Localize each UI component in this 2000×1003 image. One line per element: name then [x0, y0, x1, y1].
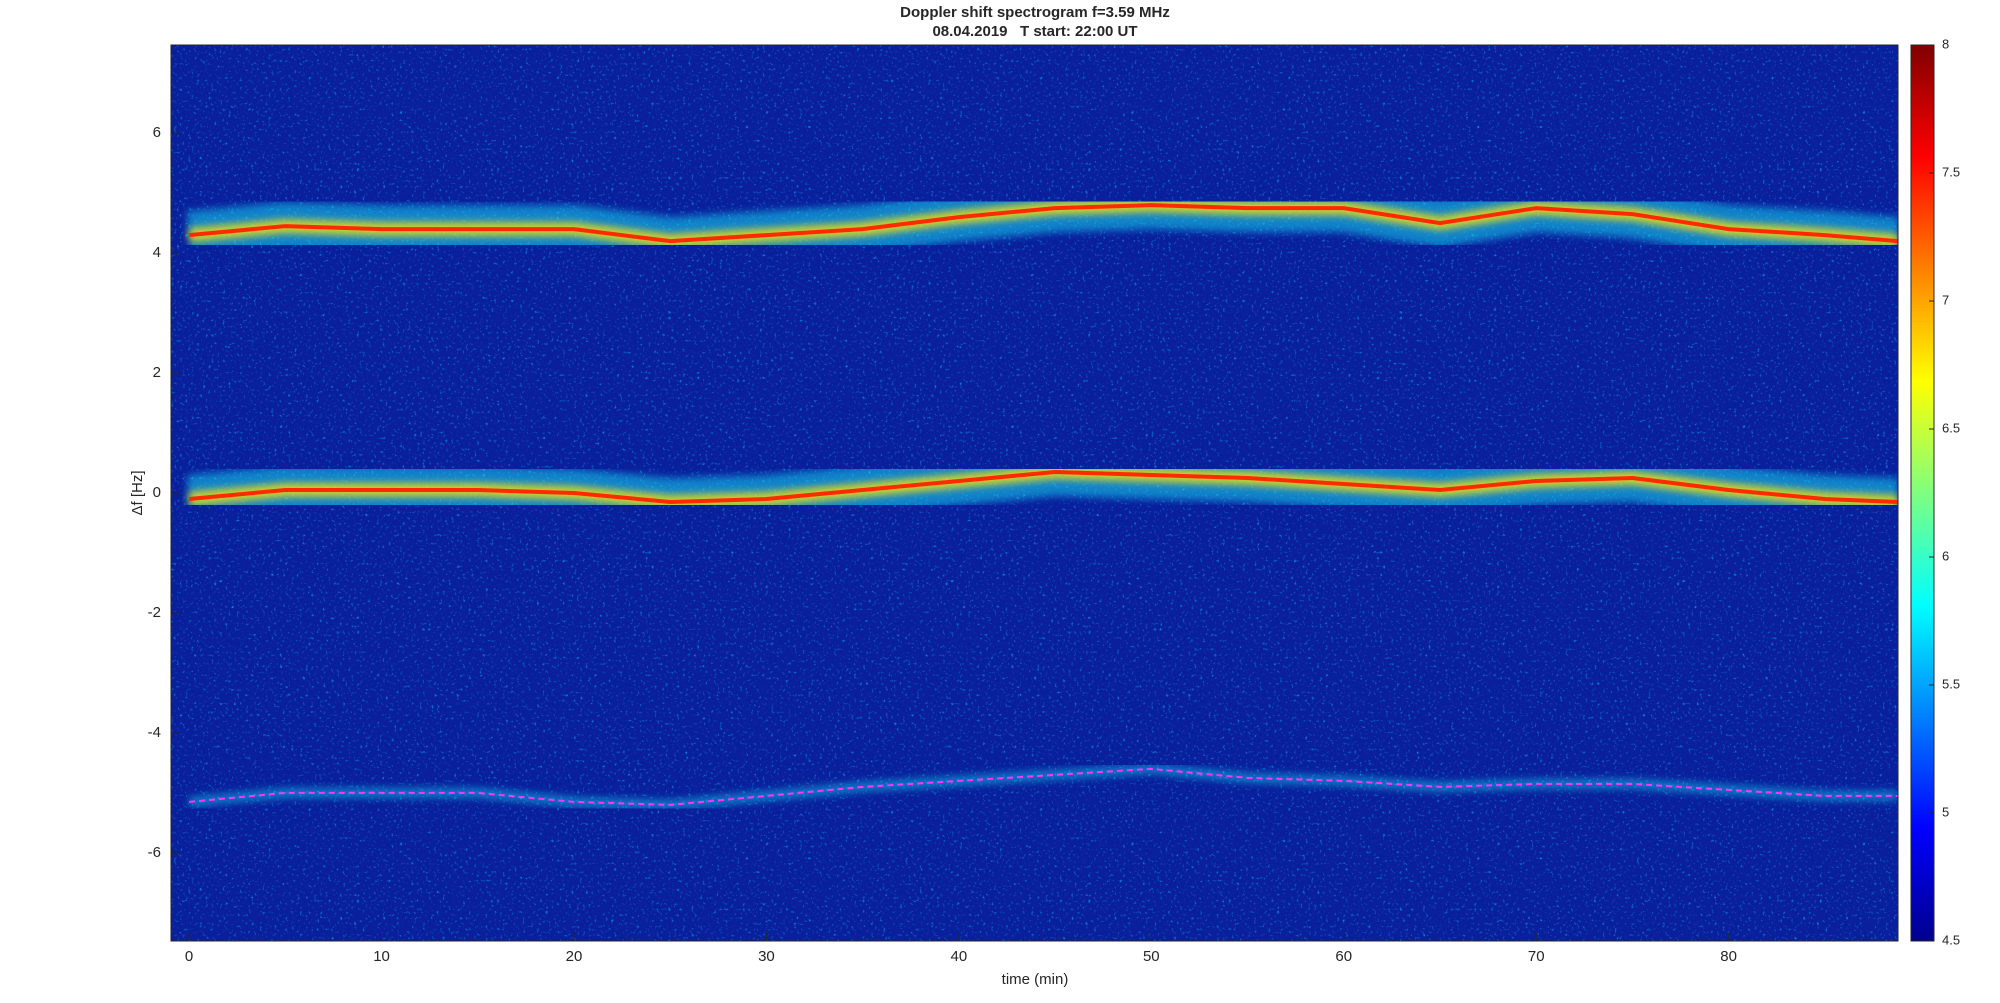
x-tick-label: 20 — [566, 948, 583, 965]
band-ridge — [188, 203, 1898, 244]
colorbar-tick-label: 7.5 — [1942, 164, 1960, 179]
trace-halo — [188, 763, 1898, 810]
y-tick-label: 0 — [153, 484, 161, 501]
x-tick-label: 80 — [1720, 948, 1737, 965]
x-tick-label: 50 — [1143, 948, 1160, 965]
plot-area — [186, 181, 1898, 810]
colorbar-tick-label: 6.5 — [1942, 420, 1960, 435]
chart-subtitle: 08.04.2019 T start: 22:00 UT — [932, 23, 1137, 40]
y-tick-label: -6 — [148, 844, 161, 861]
band-ridge — [188, 469, 1898, 505]
x-tick-label: 60 — [1335, 948, 1352, 965]
colorbar-tick-label: 7 — [1942, 292, 1949, 307]
y-tick-label: 4 — [153, 244, 161, 261]
colorbar-tick-label: 5.5 — [1942, 676, 1960, 691]
colorbar-tick-label: 6 — [1942, 548, 1949, 563]
x-tick-label: 10 — [373, 948, 390, 965]
colorbar-tick-label: 8 — [1942, 36, 1949, 51]
x-tick-label: 30 — [758, 948, 775, 965]
y-tick-label: -4 — [148, 724, 161, 741]
colorbar — [1910, 44, 1935, 942]
colorbar-tick-label: 5 — [1942, 804, 1949, 819]
y-tick-label: 2 — [153, 364, 161, 381]
colorbar-tick-label: 4.5 — [1942, 932, 1960, 947]
x-axis-label: time (min) — [1002, 971, 1069, 988]
x-tick-label: 70 — [1528, 948, 1545, 965]
x-tick-label: 40 — [951, 948, 968, 965]
y-axis-label: Δf [Hz] — [129, 470, 146, 515]
y-tick-label: -2 — [148, 604, 161, 621]
chart-title: Doppler shift spectrogram f=3.59 MHz — [900, 4, 1170, 21]
y-tick-label: 6 — [153, 124, 161, 141]
x-tick-label: 0 — [185, 948, 193, 965]
